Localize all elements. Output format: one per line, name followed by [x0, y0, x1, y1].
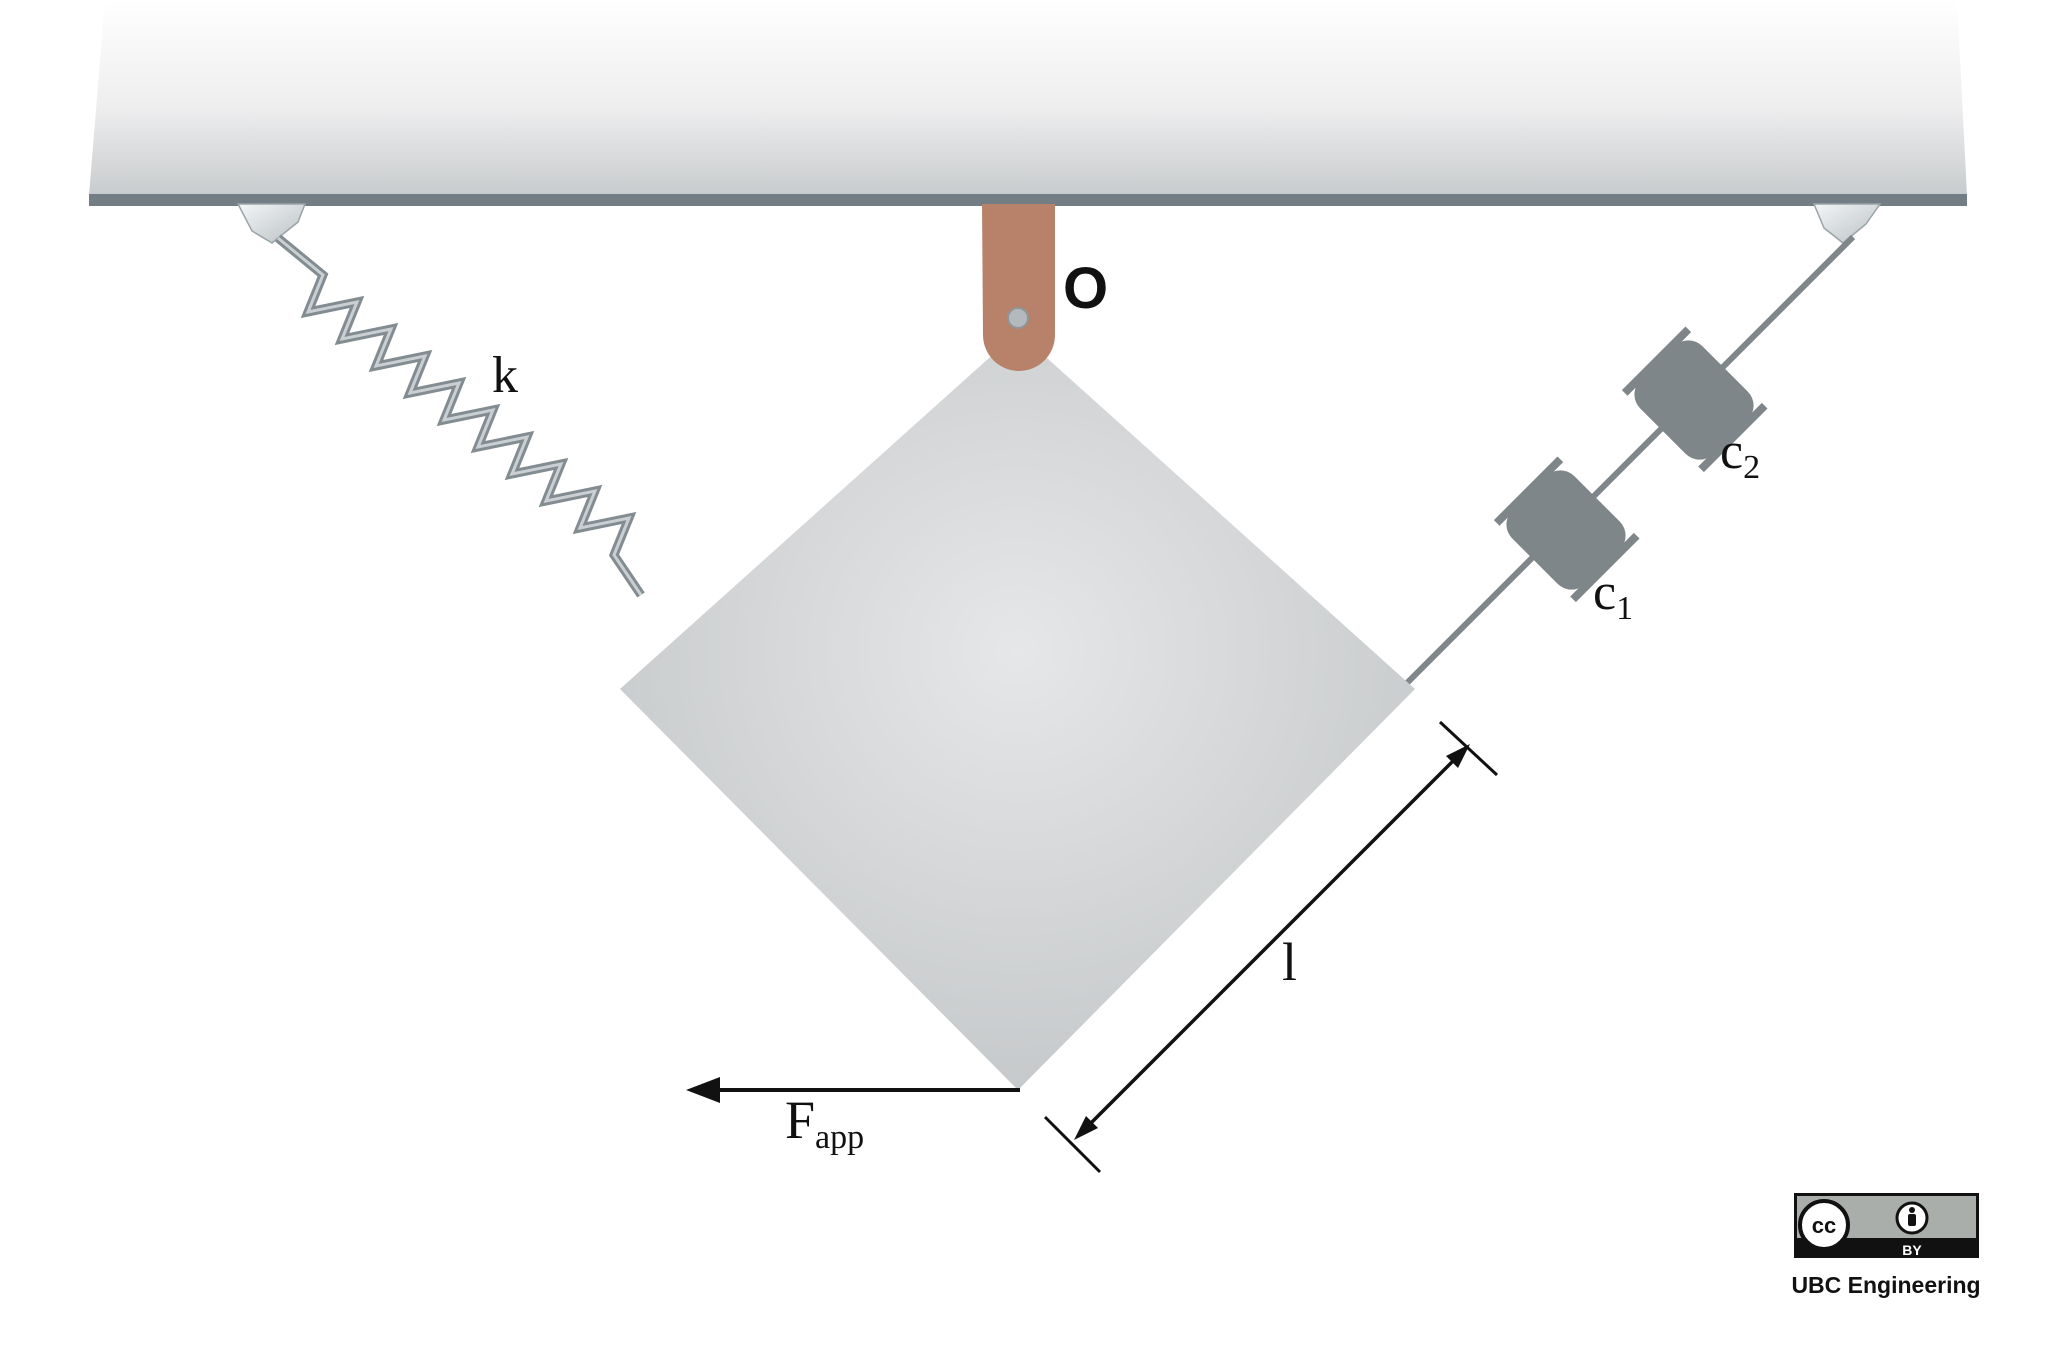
length-label: l	[1282, 932, 1297, 992]
damper-c1	[1493, 456, 1640, 603]
cc-icon	[1798, 1199, 1850, 1251]
damper-c2-label: c2	[1720, 423, 1760, 486]
pin-hanger	[982, 204, 1055, 371]
applied-force-arrow	[686, 1077, 1020, 1103]
pivot-label: O	[1063, 256, 1108, 321]
length-dimension	[1043, 720, 1499, 1174]
by-label: BY	[1902, 1242, 1922, 1258]
damper-c1-label: c1	[1593, 564, 1633, 627]
damper-c2	[1621, 326, 1768, 473]
force-symbol: F	[785, 1090, 815, 1150]
damper-rod	[1402, 234, 1856, 688]
square-block	[620, 332, 1415, 1090]
cc-by-badge: cc BY	[1794, 1193, 1979, 1258]
right-ceiling-bracket	[1812, 203, 1882, 244]
cc-icon-text: cc	[1812, 1213, 1836, 1238]
force-subscript: app	[815, 1119, 864, 1156]
damper-c1-subscript: 1	[1616, 590, 1633, 627]
credit-text: UBC Engineering	[1791, 1272, 1980, 1298]
damper-c2-symbol: c	[1720, 423, 1743, 480]
spring-label: k	[492, 347, 518, 404]
left-ceiling-bracket	[236, 203, 307, 244]
force-label: Fapp	[785, 1090, 864, 1156]
ceiling	[89, 0, 1967, 206]
damper-c1-symbol: c	[1593, 564, 1616, 621]
spring-k	[275, 234, 645, 598]
damper-c2-subscript: 2	[1743, 449, 1760, 486]
